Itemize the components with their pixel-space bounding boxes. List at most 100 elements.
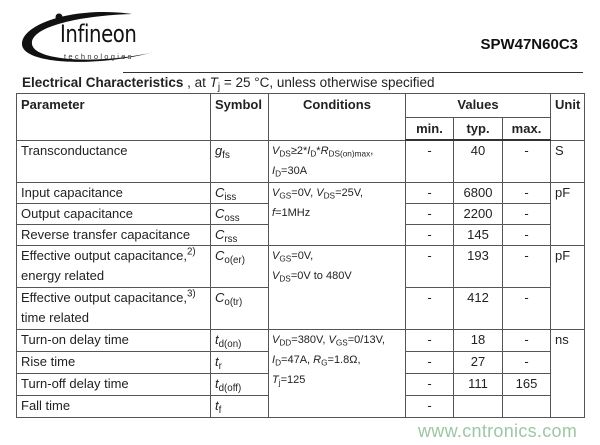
condition-text: =0V to 480V — [290, 269, 352, 282]
parameter-name-text: Fall time — [21, 397, 71, 413]
symbol-subscript: fs — [222, 149, 230, 161]
condition-text: GS — [335, 337, 348, 347]
condition-text: V — [272, 333, 280, 346]
header-typ: typ. — [453, 117, 503, 141]
symbol: C — [215, 205, 225, 221]
footnote-ref: 2) — [186, 246, 196, 258]
condition-text: D — [275, 357, 282, 367]
symbol-subscript: o(er) — [224, 254, 245, 266]
condition-text: f — [272, 206, 276, 219]
logo-wordmark: Infineon — [60, 20, 137, 48]
condition-text: =1.8Ω, — [327, 353, 361, 366]
parameter-cell: Turn-off delay time — [16, 372, 211, 396]
condition-text: =0V, — [291, 249, 314, 262]
value-min: - — [405, 350, 454, 374]
value-min: - — [405, 181, 454, 204]
parameter-name: Effective output capacitance,3) — [21, 288, 196, 305]
symbol: C — [215, 247, 225, 263]
symbol-subscript: r — [218, 360, 222, 372]
parameter-name-text: Turn-on delay time — [21, 331, 129, 347]
value-typ: 193 — [453, 244, 503, 288]
value-max: - — [502, 244, 551, 288]
symbol-cell: td(on) — [210, 328, 269, 352]
conditions-cell: VGS=0V, VDS=0V to 480V — [268, 244, 406, 330]
title-text: , at — [183, 75, 210, 90]
condition-line: VDD=380V, VGS=0/13V, — [272, 330, 402, 350]
symbol-subscript: rss — [224, 233, 238, 245]
parameter-cell: Output capacitance — [16, 202, 211, 225]
symbol-subscript: iss — [224, 191, 237, 203]
table-row: Input capacitance Ciss VGS=0V, VDS=25V, f=1… — [16, 181, 586, 246]
condition-line: VGS=0V, VDS=25V, — [272, 183, 402, 203]
value-max: - — [502, 350, 551, 374]
value-min: - — [405, 202, 454, 225]
condition-text: G — [321, 357, 328, 367]
parameter-name: Effective output capacitance,2) — [21, 246, 196, 263]
symbol: t — [215, 331, 219, 347]
value-max: 165 — [502, 372, 551, 396]
symbol-cell: Crss — [210, 223, 269, 246]
condition-text: =0/13V, — [347, 333, 385, 346]
title-symbol: T — [209, 75, 218, 90]
condition-text: , — [370, 144, 374, 157]
value-typ: 6800 — [453, 181, 503, 204]
logo-subtitle: technologies — [64, 52, 134, 61]
value-max: - — [502, 202, 551, 225]
value-typ: 18 — [453, 328, 503, 352]
condition-text: V — [316, 186, 324, 199]
condition-line: ID=30A — [272, 161, 402, 181]
condition-text: R — [313, 353, 322, 366]
condition-text: V — [272, 144, 280, 157]
table-row: Effective output capacitance,3) time rela… — [16, 286, 585, 330]
parameter-name: Fall time — [21, 398, 70, 413]
symbol-subscript: o(tr) — [224, 296, 243, 308]
unit-cell: pF — [549, 181, 586, 246]
symbol: C — [215, 184, 225, 200]
table-row: Turn-off delay time td(off) -111 165 — [16, 372, 585, 396]
table-row: Effective output capacitance,2) energy re… — [16, 244, 586, 330]
header-conditions: Conditions — [268, 93, 406, 141]
symbol-cell: Co(er) — [210, 244, 269, 288]
header-symbol: Symbol — [210, 93, 269, 141]
value-min: - — [405, 372, 454, 396]
conditions-cell: VDS≥2*ID*RDS(on)max, ID=30A — [268, 139, 406, 183]
header-min: min. — [405, 117, 454, 141]
parameter-cell: Fall time — [16, 394, 211, 418]
parameter-name-text: Effective output capacitance, — [21, 289, 187, 305]
symbol-cell: Coss — [210, 202, 269, 225]
value-min: - — [405, 244, 454, 288]
parameter-cell: Turn-on delay time — [16, 328, 211, 352]
electrical-characteristics-table: Parameter Symbol Conditions Values Unit … — [16, 93, 586, 418]
parameter-cell: Effective output capacitance,2) energy re… — [16, 244, 211, 288]
parameter-name: Transconductance — [21, 143, 127, 158]
value-typ: 145 — [453, 223, 503, 246]
condition-text: DD — [279, 337, 292, 347]
footnote-ref: 3) — [186, 288, 196, 300]
value-max: - — [502, 181, 551, 204]
symbol: t — [215, 397, 219, 413]
condition-text: T — [272, 373, 279, 386]
header-unit: Unit — [549, 93, 586, 141]
header-divider — [123, 72, 583, 73]
value-typ: 40 — [453, 139, 503, 183]
condition-text: DS — [279, 148, 291, 158]
symbol: C — [215, 226, 225, 242]
parameter-name: Rise time — [21, 354, 75, 369]
parameter-name-text: Effective output capacitance, — [21, 247, 187, 263]
table-row: Turn-on delay time td(on) VDD=380V, VGS=0/… — [16, 328, 586, 418]
value-max: - — [502, 328, 551, 352]
symbol-subscript: f — [218, 404, 222, 416]
condition-text: =125 — [280, 373, 306, 386]
symbol-cell: tf — [210, 394, 269, 418]
value-min: - — [405, 286, 454, 330]
value-typ: 2200 — [453, 202, 503, 225]
condition-text: R — [320, 144, 329, 157]
parameter-name: Turn-off delay time — [21, 376, 129, 391]
condition-line: VGS=0V, — [272, 246, 402, 266]
condition-line: Tj=125 — [272, 370, 402, 390]
symbol: t — [215, 353, 219, 369]
title-symbol-sub: j — [217, 82, 221, 94]
parameter-name-text: Rise time — [21, 353, 76, 369]
condition-line: VDS=0V to 480V — [272, 266, 402, 286]
value-typ: 111 — [453, 372, 503, 396]
